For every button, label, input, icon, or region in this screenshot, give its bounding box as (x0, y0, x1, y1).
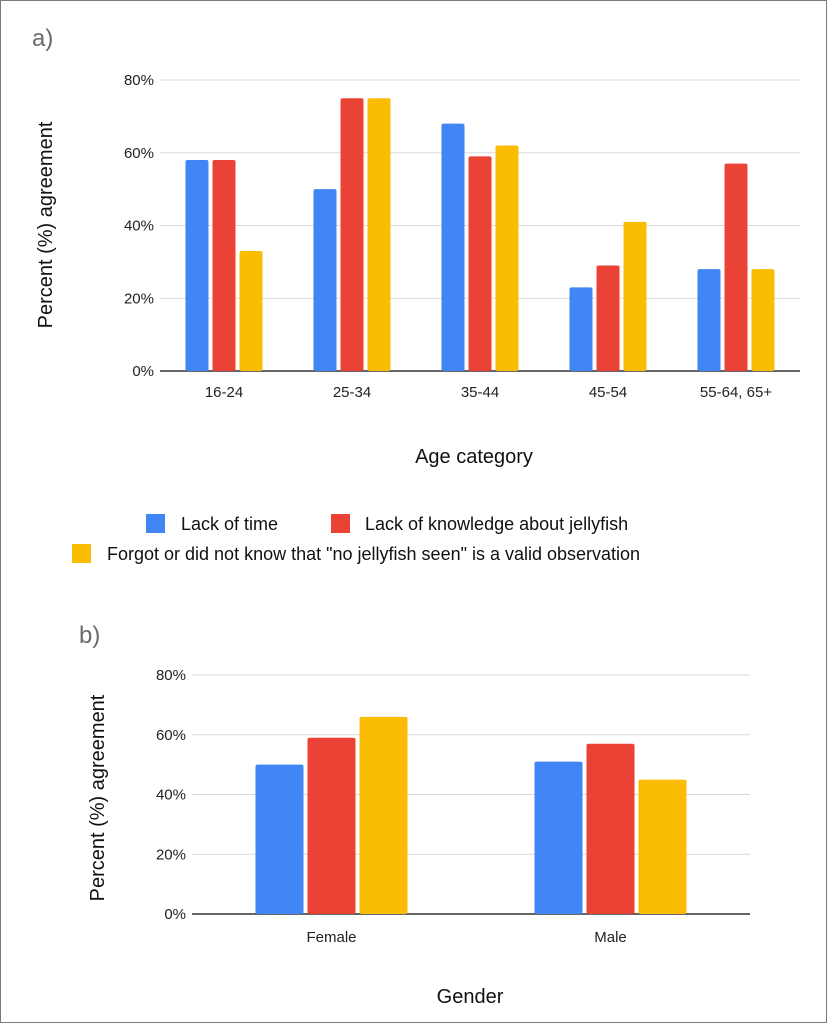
x-tick-label: Male (594, 929, 627, 946)
bar-25-34-series-3 (367, 98, 391, 371)
bar-55-64-65--series-1 (697, 269, 721, 371)
chart-a: a) 0% 20% 40% 60% 80% 16-24 25-34 35-44 45-54 55… (32, 25, 800, 564)
legend-item-forgot: Forgot or did not know that "no jellyfis… (72, 544, 640, 564)
bar-35-44-series-2 (468, 156, 492, 371)
y-tick-label: 60% (124, 145, 154, 162)
x-tick-label: Female (306, 929, 356, 946)
bar-male-series-2 (586, 743, 635, 914)
chart-b-x-ticks: Female Male (306, 929, 626, 946)
y-tick-label: 20% (156, 846, 186, 863)
bar-35-44-series-1 (441, 123, 465, 372)
y-tick-label: 40% (156, 787, 186, 804)
chart-a-bars (185, 98, 775, 372)
x-tick-label: 25-34 (333, 384, 371, 401)
y-tick-label: 80% (124, 72, 154, 89)
legend: Lack of time Lack of knowledge about jel… (72, 514, 640, 564)
y-tick-label: 40% (124, 218, 154, 235)
chart-b-y-ticks: 0% 20% 40% 60% 80% (156, 667, 186, 923)
chart-b-x-axis-title: Gender (437, 986, 504, 1008)
legend-item-lack-of-time: Lack of time (146, 514, 278, 534)
y-tick-label: 20% (124, 290, 154, 307)
y-tick-label: 0% (164, 906, 186, 923)
bar-16-24-series-3 (239, 250, 263, 371)
bar-25-34-series-2 (340, 98, 364, 371)
legend-swatch-blue (146, 514, 165, 533)
bar-35-44-series-3 (495, 145, 519, 371)
bar-25-34-series-1 (313, 189, 337, 371)
x-tick-label: 16-24 (205, 384, 243, 401)
legend-label-forgot: Forgot or did not know that "no jellyfis… (107, 544, 640, 564)
y-tick-label: 0% (132, 363, 154, 380)
chart-a-x-axis-title: Age category (415, 446, 533, 468)
x-tick-label: 55-64, 65+ (700, 384, 772, 401)
bar-45-54-series-2 (596, 265, 620, 371)
legend-label-lack-of-time: Lack of time (181, 514, 278, 534)
bar-male-series-3 (638, 779, 687, 914)
chart-b-bars (255, 716, 687, 914)
chart-a-y-axis-title: Percent (%) agreement (35, 121, 57, 328)
bar-55-64-65--series-2 (724, 163, 748, 371)
bar-16-24-series-1 (185, 160, 209, 371)
legend-item-lack-of-knowledge: Lack of knowledge about jellyfish (331, 514, 628, 534)
x-tick-label: 35-44 (461, 384, 499, 401)
legend-label-lack-of-knowledge: Lack of knowledge about jellyfish (365, 514, 628, 534)
bar-female-series-2 (307, 737, 356, 914)
y-tick-label: 80% (156, 667, 186, 684)
panel-label-b: b) (79, 622, 100, 649)
bar-45-54-series-3 (623, 221, 647, 371)
legend-swatch-yellow (72, 544, 91, 563)
chart-a-y-ticks: 0% 20% 40% 60% 80% (124, 72, 154, 380)
bar-male-series-1 (534, 761, 583, 914)
chart-b-y-axis-title: Percent (%) agreement (87, 694, 109, 901)
y-tick-label: 60% (156, 727, 186, 744)
bar-16-24-series-2 (212, 160, 236, 371)
bar-55-64-65--series-3 (751, 269, 775, 371)
chart-b: b) 0% 20% 40% 60% 80% Female Male Percent (%)… (79, 622, 750, 1008)
bar-female-series-3 (359, 716, 408, 914)
bar-female-series-1 (255, 764, 304, 914)
x-tick-label: 45-54 (589, 384, 627, 401)
legend-swatch-red (331, 514, 350, 533)
panel-label-a: a) (32, 25, 53, 52)
chart-a-x-ticks: 16-24 25-34 35-44 45-54 55-64, 65+ (205, 384, 772, 401)
bar-45-54-series-1 (569, 287, 593, 371)
